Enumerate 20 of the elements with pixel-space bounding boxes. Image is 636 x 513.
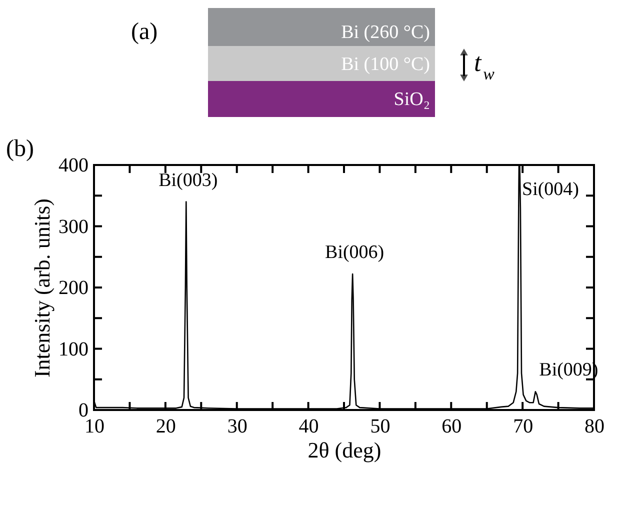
y-axis-title: Intensity (arb. units): [30, 198, 54, 378]
x-tick-label: 20: [156, 416, 176, 438]
x-tick-label: 40: [298, 416, 319, 438]
x-tick-label: 30: [227, 416, 248, 438]
text: Bi (260 °C): [341, 22, 430, 43]
annotation: Bi(006): [325, 242, 384, 264]
annotation: Bi(003): [158, 170, 218, 191]
text: SiO₂: [394, 89, 430, 110]
y-tick-label: 400: [58, 154, 88, 176]
x-tick-label: 60: [442, 416, 462, 438]
y-tick-label: 200: [58, 277, 88, 299]
y-tick-label: 300: [58, 216, 88, 238]
y-tick-label: 100: [58, 338, 88, 360]
annotation: Si(004): [522, 179, 579, 200]
x-axis-title: 2θ (deg): [308, 438, 382, 462]
x-tick-label: 70: [513, 416, 534, 438]
text: (a): [131, 19, 158, 45]
text: (b): [6, 136, 34, 162]
x-tick-label: 80: [584, 416, 604, 438]
x-tick-label: 50: [370, 416, 390, 438]
